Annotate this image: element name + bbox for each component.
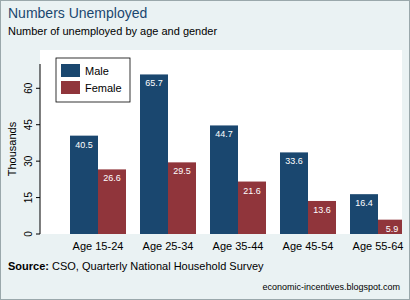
bar — [350, 194, 378, 234]
legend-box — [56, 58, 130, 102]
bar — [238, 182, 266, 234]
source-note: Source: CSO, Quarterly National Househol… — [8, 260, 264, 272]
y-axis — [40, 64, 41, 234]
bar — [280, 152, 308, 234]
data-label: 21.6 — [243, 186, 261, 196]
x-tick-label: Age 45-54 — [283, 240, 334, 252]
title: Numbers Unemployed — [8, 5, 147, 21]
bar — [210, 125, 238, 234]
x-tick-label: Age 35-44 — [213, 240, 264, 252]
y-tick-label: 0 — [23, 231, 34, 237]
data-label: 26.6 — [103, 173, 121, 183]
data-label: 40.5 — [75, 140, 93, 150]
y-tick — [36, 234, 40, 235]
bar — [70, 136, 98, 234]
data-label: 29.5 — [173, 166, 191, 176]
y-tick — [36, 124, 40, 125]
legend-label: Male — [85, 65, 109, 77]
legend-swatch — [61, 64, 80, 77]
bar — [140, 74, 168, 234]
y-tick-label: 60 — [23, 82, 34, 94]
subtitle: Number of unemployed by age and gender — [8, 25, 217, 37]
data-label: 5.9 — [386, 224, 399, 234]
legend: Male Female — [56, 58, 130, 102]
data-label: 65.7 — [145, 78, 163, 88]
y-tick — [36, 161, 40, 162]
source-prefix: Source: — [8, 260, 49, 272]
y-axis-label: Thousands — [6, 121, 18, 176]
y-tick-label: 45 — [23, 119, 34, 131]
y-tick — [36, 197, 40, 198]
legend-swatch — [61, 81, 80, 94]
x-tick-label: Age 25-34 — [143, 240, 194, 252]
plot-area — [40, 50, 402, 234]
credit-note: economic-incentives.blogspot.com — [262, 282, 400, 292]
bar — [168, 162, 196, 234]
bar — [308, 201, 336, 234]
y-tick-label: 15 — [23, 192, 34, 204]
x-tick-label: Age 55-64 — [353, 240, 404, 252]
background — [1, 1, 410, 300]
data-label: 13.6 — [313, 205, 331, 215]
data-label: 44.7 — [215, 129, 233, 139]
bar — [378, 220, 402, 234]
bar — [98, 169, 126, 234]
x-tick-label: Age 15-24 — [73, 240, 124, 252]
data-label: 33.6 — [285, 156, 303, 166]
y-tick-label: 30 — [23, 155, 34, 167]
chart: Numbers Unemployed Number of unemployed b… — [0, 0, 410, 300]
legend-label: Female — [85, 82, 122, 94]
y-tick — [36, 88, 40, 89]
source-text: CSO, Quarterly National Household Survey — [49, 260, 264, 272]
data-label: 16.4 — [355, 198, 373, 208]
